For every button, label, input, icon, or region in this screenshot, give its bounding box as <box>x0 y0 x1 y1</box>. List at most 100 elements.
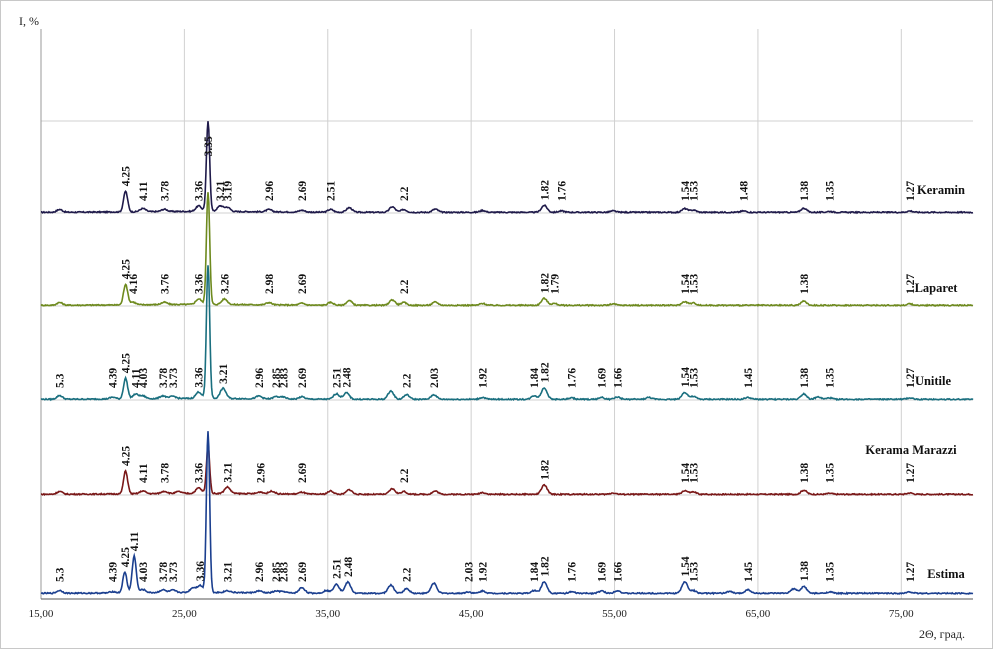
peak-label: 4.11 <box>129 531 141 551</box>
peak-label: 4.25 <box>121 353 133 373</box>
x-tick-label: 15,00 <box>29 608 54 620</box>
peak-labels: 4.254.11 3.78 3.363.353.213.19 2.96 2.69 2.51… <box>55 136 966 582</box>
peak-label: 2.96 <box>254 562 266 582</box>
peak-label: 1.76 <box>567 562 579 582</box>
series-name-label: Estima <box>927 567 965 581</box>
peak-label: 2.69 <box>297 463 309 483</box>
peak-label: 1.27 <box>905 562 917 582</box>
series-name-label: Keramin <box>917 183 965 197</box>
peak-label: 1.54 <box>680 463 692 483</box>
peak-label: 3.21 <box>218 364 230 384</box>
peak-label: 2.83 <box>278 562 290 582</box>
peak-label: 1.38 <box>799 561 811 581</box>
peak-label: 4.25 <box>120 547 132 567</box>
peak-label: 2.69 <box>297 562 309 582</box>
peak-label: 1.53 <box>688 562 700 582</box>
peak-label: 2.96 <box>255 463 267 483</box>
series-name-label: Kerama Marazzi <box>865 443 957 457</box>
peak-label: 2.85 <box>271 562 283 582</box>
peak-label: 2.48 <box>341 367 353 387</box>
peak-label: 2.96 <box>264 181 276 201</box>
peak-label: 1.66 <box>612 368 624 388</box>
peak-label: 4.39 <box>108 562 120 582</box>
peak-label: 4.03 <box>138 562 150 582</box>
peak-label: 1.53 <box>688 463 700 483</box>
peak-label: 1.53 <box>688 368 700 388</box>
peak-label: 4.03 <box>138 368 150 388</box>
series-line-kerama-marazzi <box>40 446 974 497</box>
peak-label: 2.48 <box>343 557 355 577</box>
peak-label: 1.69 <box>597 562 609 582</box>
peak-label: 1.53 <box>688 181 700 201</box>
peak-label: 2.96 <box>254 368 266 388</box>
peak-label: 3.21 <box>222 562 234 582</box>
peak-label: 1.38 <box>799 463 811 483</box>
peak-label: 1.54 <box>680 367 692 387</box>
peak-label: 1.35 <box>825 368 837 388</box>
peak-label: 1.92 <box>478 562 490 582</box>
peak-label: 4.11 <box>138 463 150 483</box>
peak-label: 1.45 <box>743 562 755 582</box>
peak-label: 1.84 <box>529 562 541 582</box>
peak-label: 1.66 <box>612 562 624 582</box>
grid <box>40 29 973 599</box>
peak-label: 3.76 <box>159 274 171 294</box>
peak-label: 4.39 <box>108 368 120 388</box>
peak-label: 1.53 <box>688 274 700 294</box>
peak-label: 3.35 <box>203 136 215 156</box>
peak-label: 1.35 <box>825 463 837 483</box>
peak-label: 1.27 <box>905 181 917 201</box>
x-axis: 15,00 25,00 35,00 45,00 55,00 65,00 75,00 <box>29 598 973 620</box>
series-line-estima <box>40 431 974 596</box>
peak-label: 3.78 <box>159 463 171 483</box>
peak-label: 1.82 <box>539 273 551 293</box>
series-name-label: Unitile <box>915 374 952 388</box>
peak-label: 1.79 <box>549 274 561 294</box>
peak-label: 1.54 <box>680 274 692 294</box>
series-line-laparet <box>40 192 974 308</box>
peak-label: 5.3 <box>55 373 67 388</box>
peak-label: 2.69 <box>297 368 309 388</box>
x-tick-label: 35,00 <box>315 608 340 620</box>
peak-label: 3.36 <box>194 181 206 201</box>
y-axis-title: I, % <box>19 14 39 28</box>
peak-label: 1.76 <box>567 368 579 388</box>
peak-label: 3.36 <box>194 367 206 387</box>
peak-label: 3.36 <box>194 274 206 294</box>
x-tick-label: 45,00 <box>459 608 484 620</box>
series-line-unitile <box>40 265 974 402</box>
x-tick-label: 25,00 <box>172 608 197 620</box>
peak-label: 1.82 <box>539 459 551 479</box>
peak-label: 4.11 <box>131 368 143 388</box>
peak-label: 1.27 <box>905 368 917 388</box>
peak-label: 1.27 <box>905 463 917 483</box>
peak-label: 1.38 <box>799 181 811 201</box>
x-tick-label: 65,00 <box>746 608 771 620</box>
peak-label: 2.51 <box>331 368 343 388</box>
peak-label: 2.69 <box>297 274 309 294</box>
peak-label: 3.26 <box>220 274 232 294</box>
peak-label: 2.69 <box>297 181 309 201</box>
x-tick-label: 75,00 <box>889 608 914 620</box>
peak-label: 1.54 <box>680 181 692 201</box>
series-line-keramin <box>41 121 974 215</box>
peak-label: 1.45 <box>743 368 755 388</box>
peak-label: 1.76 <box>556 181 568 201</box>
peak-label: 2.2 <box>402 567 414 582</box>
series-layer <box>40 121 974 596</box>
peak-label: 3.36 <box>195 561 207 581</box>
peak-label: 1.84 <box>529 368 541 388</box>
peak-label: 1.69 <box>597 368 609 388</box>
peak-label: 4.25 <box>121 446 133 466</box>
peak-label: 4.11 <box>138 181 150 201</box>
peak-label: 1.35 <box>825 562 837 582</box>
peak-label: 2.51 <box>331 558 343 578</box>
peak-label: 4.25 <box>121 259 133 279</box>
peak-label: 1.48 <box>739 181 751 201</box>
peak-label: 2.03 <box>463 562 475 582</box>
peak-label: 1.82 <box>539 362 551 382</box>
peak-label: 2.51 <box>326 181 338 201</box>
peak-label: 3.73 <box>168 368 180 388</box>
